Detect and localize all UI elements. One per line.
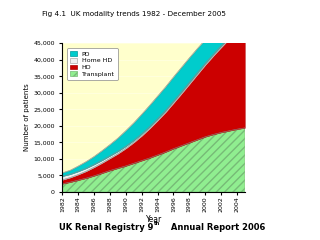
Text: Fig 4.1  UK modality trends 1982 - December 2005: Fig 4.1 UK modality trends 1982 - Decemb…: [43, 11, 227, 17]
Text: th: th: [154, 221, 160, 226]
Y-axis label: Number of patients: Number of patients: [25, 84, 30, 151]
Text: Annual Report 2006: Annual Report 2006: [168, 223, 265, 232]
Legend: PD, Home HD, HD, Transplant: PD, Home HD, HD, Transplant: [67, 48, 118, 80]
Text: UK Renal Registry 9: UK Renal Registry 9: [59, 223, 154, 232]
X-axis label: Year: Year: [146, 215, 162, 224]
